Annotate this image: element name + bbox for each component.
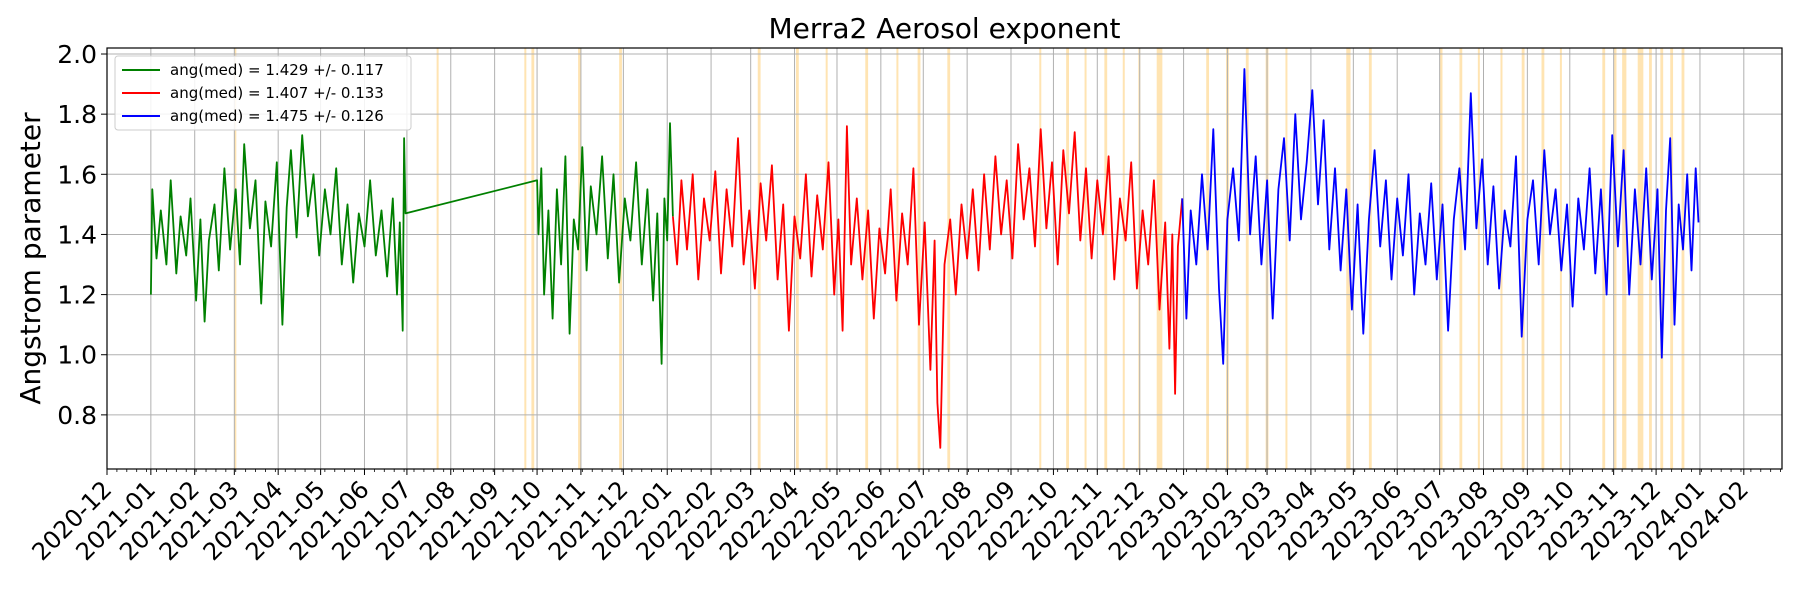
legend-label-2: ang(med) = 1.407 +/- 0.133 <box>170 84 384 102</box>
legend-label-3: ang(med) = 1.475 +/- 0.126 <box>170 107 384 125</box>
y-tick-label: 0.8 <box>57 401 97 430</box>
highlight-band <box>524 48 527 469</box>
y-tick-label: 1.2 <box>57 281 97 310</box>
highlight-band <box>917 48 921 469</box>
highlight-band <box>947 48 951 469</box>
y-axis-ticks: 0.8 1.0 1.2 1.4 1.6 1.8 2.0 <box>57 40 107 430</box>
y-tick-label: 1.6 <box>57 160 97 189</box>
highlight-band <box>1245 48 1249 469</box>
x-axis-minor-ticks <box>106 469 1781 472</box>
y-tick-label: 1.8 <box>57 100 97 129</box>
highlight-band <box>1521 48 1525 469</box>
legend-label-1: ang(med) = 1.429 +/- 0.117 <box>170 61 384 79</box>
highlight-band <box>1670 48 1674 469</box>
highlight-band <box>1285 48 1288 469</box>
series-line-3 <box>1181 68 1700 365</box>
highlight-band <box>1346 48 1351 469</box>
highlight-band <box>1681 48 1685 469</box>
highlight-band <box>1613 48 1617 469</box>
highlight-band <box>1104 48 1108 469</box>
y-tick-label: 2.0 <box>57 40 97 69</box>
highlight-band <box>1439 48 1443 469</box>
chart-title: Merra2 Aerosol exponent <box>768 12 1120 45</box>
highlight-band <box>1084 48 1087 469</box>
y-tick-label: 1.0 <box>57 341 97 370</box>
highlight-band <box>795 48 799 469</box>
series-line-2 <box>672 125 1184 449</box>
highlight-band <box>1660 48 1664 469</box>
y-axis-label: Angstrom parameter <box>14 112 47 405</box>
highlight-band <box>1368 48 1372 469</box>
highlight-band <box>825 48 828 469</box>
series-lines <box>150 68 1700 449</box>
highlight-band <box>1066 48 1069 469</box>
y-tick-label: 1.4 <box>57 220 97 249</box>
highlight-band <box>896 48 899 469</box>
legend-box <box>114 55 412 131</box>
highlight-band <box>578 48 581 469</box>
highlight-band <box>1039 48 1042 469</box>
highlight-band <box>1541 48 1545 469</box>
highlight-band <box>1459 48 1463 469</box>
x-axis-ticks: 2020-122021-012021-022021-032021-042021-… <box>27 469 1754 566</box>
highlight-band <box>1122 48 1125 469</box>
highlight-band <box>757 48 761 469</box>
highlight-band <box>234 48 237 469</box>
highlight-band <box>436 48 439 469</box>
highlight-bands <box>234 48 1685 469</box>
highlight-band <box>1477 48 1480 469</box>
plot-frame <box>106 47 1783 470</box>
highlight-band <box>1622 48 1627 469</box>
highlight-band <box>1206 48 1210 469</box>
series-line-1 <box>150 122 674 365</box>
highlight-band <box>531 48 535 469</box>
legend: ang(med) = 1.429 +/- 0.117 ang(med) = 1.4… <box>114 55 412 131</box>
highlight-band <box>1156 48 1163 469</box>
highlight-band <box>865 48 869 469</box>
